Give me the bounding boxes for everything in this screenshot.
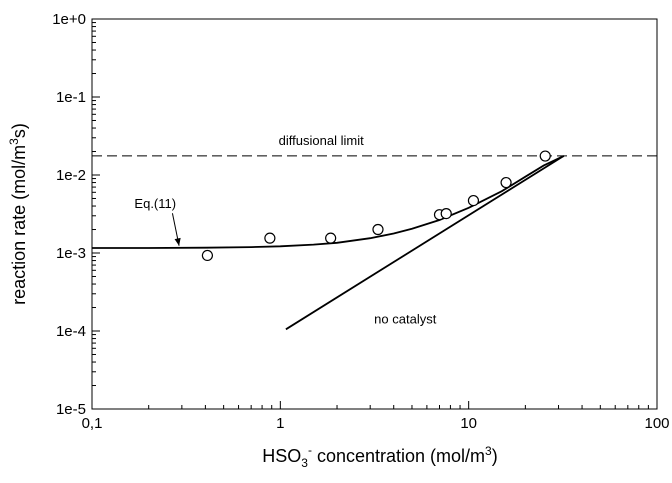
plot-frame: [91, 18, 658, 410]
data-point: [264, 232, 276, 244]
annotations-layer: diffusional limit Eq.(11) no catalyst: [134, 133, 436, 326]
annotation-label: diffusional limit: [279, 133, 364, 148]
ticks-layer: 0,1 1 10 100 1e+0 1e-1 1e-2 1e-3 1e-4 1e-5: [52, 11, 669, 432]
y-tick-label: 1e+0: [52, 11, 86, 28]
annotation-arrowhead: [174, 237, 181, 246]
x-axis-title: HSO3- concentration (mol/m3): [262, 443, 497, 470]
y-tick-label: 1e-5: [56, 401, 86, 418]
data-point: [467, 194, 480, 207]
data-point: [201, 249, 214, 262]
x-tick-label: 100: [644, 415, 669, 432]
points-layer: [201, 150, 551, 262]
lines-layer: [92, 155, 657, 331]
y-tick-label: 1e-4: [56, 323, 86, 340]
data-point: [500, 176, 512, 189]
y-tick-label: 1e-3: [56, 245, 86, 262]
data-point: [440, 207, 452, 220]
data-point: [372, 223, 384, 236]
y-tick-label: 1e-1: [56, 89, 86, 106]
annotation-label: no catalyst: [374, 311, 437, 326]
series-line-1: [92, 155, 565, 249]
series-line-2: [285, 155, 565, 331]
x-tick-label: 0,1: [82, 415, 103, 432]
data-point: [325, 232, 337, 244]
data-point: [539, 150, 551, 162]
x-tick-label: 10: [460, 415, 477, 432]
x-tick-label: 1: [276, 415, 284, 432]
y-tick-label: 1e-2: [56, 167, 86, 184]
y-axis-title: reaction rate (mol/m3s): [7, 123, 29, 305]
annotation-label: Eq.(11): [134, 196, 176, 211]
